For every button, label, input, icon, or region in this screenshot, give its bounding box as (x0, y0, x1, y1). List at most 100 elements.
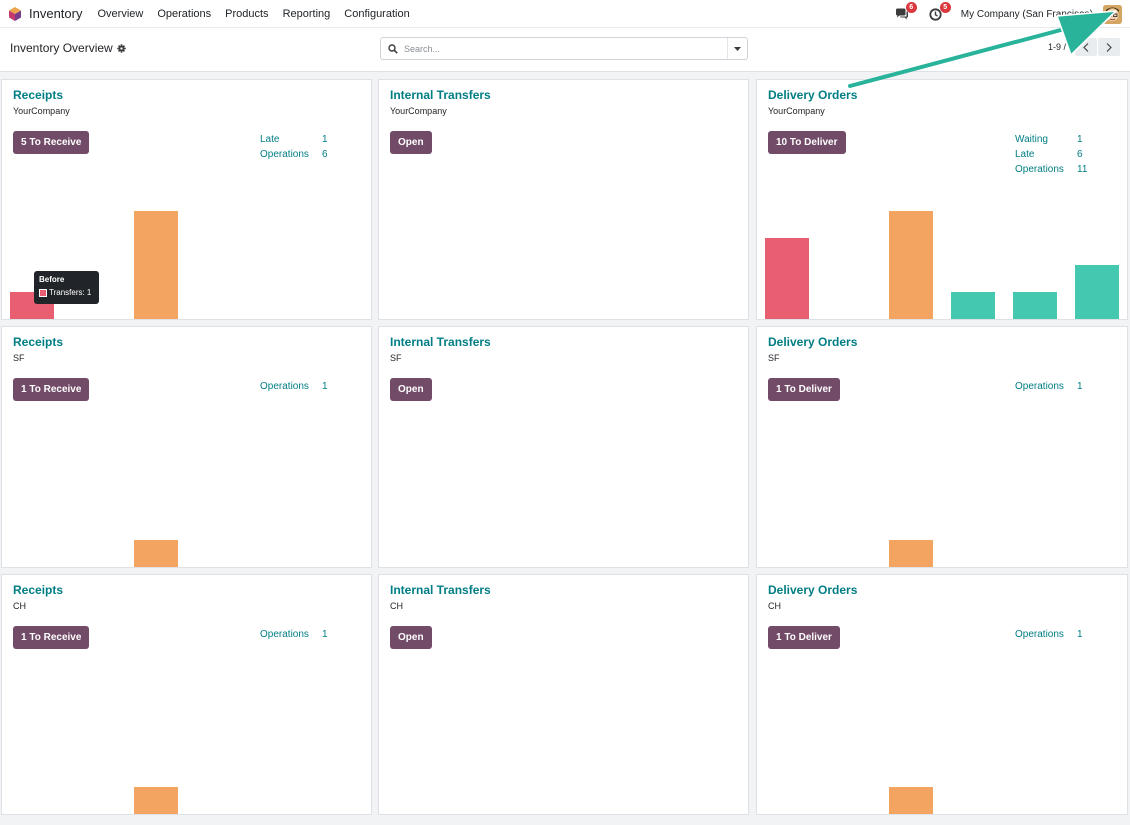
search-options-toggle[interactable] (727, 38, 747, 59)
stat-label[interactable]: Operations (260, 149, 309, 160)
graph-bar-future[interactable] (951, 292, 995, 319)
card-action-button[interactable]: 5 To Receive (13, 131, 90, 154)
stat-value[interactable]: 1 (322, 381, 328, 392)
graph-bar-today[interactable] (889, 211, 933, 319)
stat-value[interactable]: 1 (322, 134, 328, 145)
graph-bar-today[interactable] (134, 540, 178, 567)
card-warehouse: YourCompany (390, 106, 447, 116)
card-stats: Operations 1 (260, 627, 338, 642)
card-title[interactable]: Delivery Orders (768, 583, 858, 597)
stat-label[interactable]: Late (1015, 149, 1035, 160)
pager-previous-button[interactable] (1075, 38, 1097, 56)
pager-next-button[interactable] (1098, 38, 1120, 56)
graph-tooltip: Before Transfers: 1 (34, 271, 99, 304)
card-graph[interactable] (3, 179, 372, 319)
menu-configuration[interactable]: Configuration (344, 7, 410, 20)
card-graph[interactable] (3, 427, 372, 567)
card-title[interactable]: Receipts (13, 335, 64, 349)
card-action-button[interactable]: 1 To Receive (13, 626, 90, 649)
card-title[interactable]: Delivery Orders (768, 88, 858, 102)
card-graph[interactable] (758, 427, 1128, 567)
search-input[interactable] (404, 43, 704, 54)
stat-value[interactable]: 6 (322, 149, 328, 160)
graph-bar-today[interactable] (134, 787, 178, 814)
card-title[interactable]: Delivery Orders (768, 335, 858, 349)
pager: 1-9 / (1048, 38, 1120, 56)
card-title[interactable]: Internal Transfers (390, 88, 491, 102)
card-action-button[interactable]: Open (390, 378, 432, 401)
card-title[interactable]: Receipts (13, 583, 64, 597)
graph-bar-today[interactable] (889, 540, 933, 567)
card-action-button[interactable]: 10 To Deliver (768, 131, 846, 154)
kanban-card: Internal Transfers CH Open (378, 574, 749, 815)
stat-row[interactable]: Late 1 (260, 132, 338, 147)
card-title[interactable]: Internal Transfers (390, 335, 491, 349)
menu-products[interactable]: Products (225, 7, 269, 20)
kanban-card: Receipts SF 1 To Receive Operations 1 (1, 326, 372, 568)
menu-operations[interactable]: Operations (157, 7, 212, 20)
card-stats: Operations 1 (260, 379, 338, 394)
card-warehouse: CH (768, 601, 781, 611)
kanban-card: Delivery Orders SF 1 To Deliver Operations 1 (756, 326, 1128, 568)
stat-row[interactable]: Operations 1 (1015, 627, 1093, 642)
card-action-button[interactable]: 1 To Deliver (768, 378, 840, 401)
stat-label[interactable]: Operations (260, 381, 309, 392)
stat-label[interactable]: Operations (1015, 629, 1064, 640)
card-warehouse: YourCompany (13, 106, 70, 116)
card-graph[interactable] (758, 674, 1128, 814)
menu-reporting[interactable]: Reporting (282, 7, 331, 20)
stat-row[interactable]: Operations 1 (260, 627, 338, 642)
menu-overview[interactable]: Overview (97, 7, 144, 20)
stat-label[interactable]: Operations (260, 629, 309, 640)
card-action-button[interactable]: Open (390, 131, 432, 154)
kanban-card: Internal Transfers YourCompany Open (378, 79, 749, 320)
stat-row[interactable]: Operations 11 (1015, 162, 1093, 177)
user-avatar[interactable] (1103, 4, 1122, 24)
app-name[interactable]: Inventory (29, 6, 83, 21)
kanban-card: Receipts YourCompany 5 To Receive Late 1 Oper… (1, 79, 372, 320)
gear-icon[interactable] (116, 43, 126, 53)
tooltip-color-swatch (39, 288, 47, 297)
stat-value[interactable]: 11 (1077, 164, 1088, 175)
stat-row[interactable]: Waiting 1 (1015, 132, 1093, 147)
graph-bar-before[interactable] (765, 238, 809, 319)
inventory-app-icon[interactable] (7, 6, 23, 22)
card-warehouse: SF (13, 353, 25, 363)
graph-bar-today[interactable] (134, 211, 178, 319)
chevron-left-icon (1083, 42, 1089, 52)
graph-bar-future[interactable] (1075, 265, 1119, 319)
card-graph[interactable] (3, 674, 372, 814)
search-bar[interactable] (380, 37, 748, 60)
card-title[interactable]: Receipts (13, 88, 64, 102)
card-action-button[interactable]: Open (390, 626, 432, 649)
stat-label[interactable]: Waiting (1015, 134, 1048, 145)
stat-value[interactable]: 1 (1077, 629, 1083, 640)
card-title[interactable]: Internal Transfers (390, 583, 491, 597)
card-action-button[interactable]: 1 To Deliver (768, 626, 840, 649)
stat-row[interactable]: Operations 1 (260, 379, 338, 394)
graph-bar-future[interactable] (1013, 292, 1057, 319)
stat-value[interactable]: 1 (1077, 381, 1083, 392)
stat-value[interactable]: 1 (322, 629, 328, 640)
activities-button[interactable]: 5 (927, 2, 951, 23)
stat-label[interactable]: Late (260, 134, 280, 145)
stat-label[interactable]: Operations (1015, 164, 1064, 175)
graph-bar-today[interactable] (889, 787, 933, 814)
card-graph[interactable] (758, 179, 1128, 319)
card-warehouse: YourCompany (768, 106, 825, 116)
stat-row[interactable]: Operations 1 (1015, 379, 1093, 394)
company-switcher[interactable]: My Company (San Francisco) (960, 8, 1093, 20)
stat-row[interactable]: Operations 6 (260, 147, 338, 162)
stat-row[interactable]: Late 6 (1015, 147, 1093, 162)
stat-label[interactable]: Operations (1015, 381, 1064, 392)
card-action-button[interactable]: 1 To Receive (13, 378, 90, 401)
kanban-card: Receipts CH 1 To Receive Operations 1 (1, 574, 372, 815)
card-warehouse: CH (390, 601, 403, 611)
stat-value[interactable]: 6 (1077, 149, 1083, 160)
messages-button[interactable]: 6 (893, 2, 917, 23)
pager-value[interactable]: 1-9 / (1047, 42, 1066, 52)
messages-badge: 6 (905, 2, 917, 13)
search-icon (388, 43, 398, 54)
stat-value[interactable]: 1 (1077, 134, 1083, 145)
chevron-right-icon (1106, 42, 1112, 52)
